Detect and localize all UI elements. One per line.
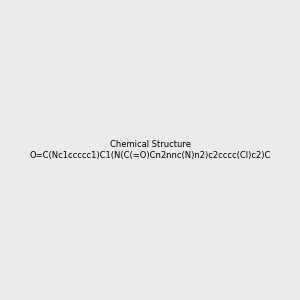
Text: Chemical Structure
O=C(Nc1ccccc1)C1(N(C(=O)Cn2nnc(N)n2)c2cccc(Cl)c2)C: Chemical Structure O=C(Nc1ccccc1)C1(N(C(… bbox=[29, 140, 271, 160]
